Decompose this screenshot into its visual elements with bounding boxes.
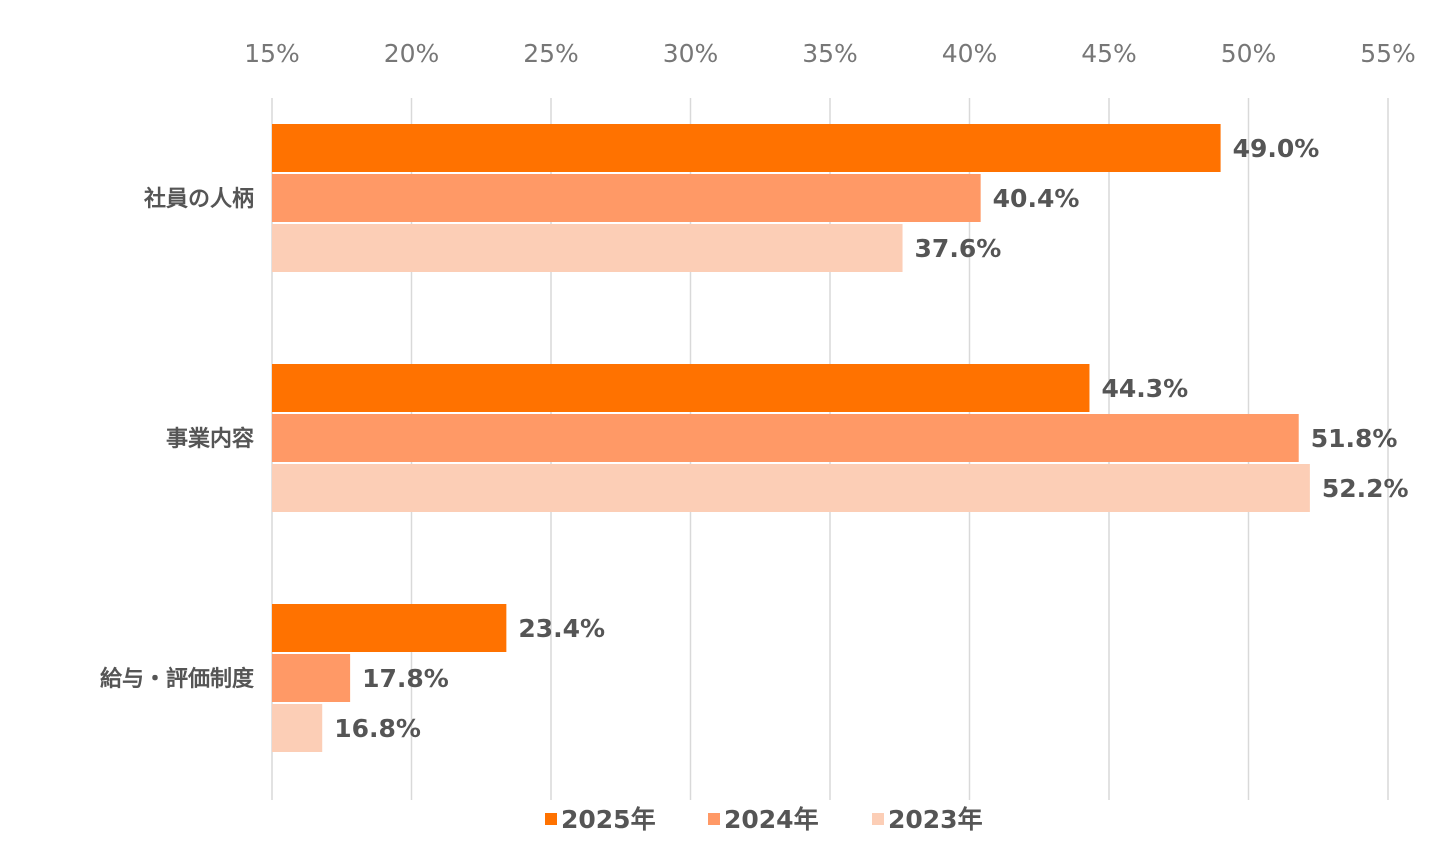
x-tick-label: 50% [1221,39,1277,68]
category-label: 社員の人柄 [144,186,254,212]
data-label: 23.4% [518,614,605,643]
data-labels: 49.0% 40.4% 37.6% 44.3% 51.8% 52.2% 23.4% 17.8%… [334,134,1408,743]
bar-2024年-社員の人柄 [272,174,981,222]
legend-swatch [708,813,720,825]
x-tick-label: 35% [802,39,858,68]
legend-swatch [545,813,557,825]
data-label: 40.4% [993,184,1080,213]
bar-2025年-給与・評価制度 [272,604,507,652]
x-tick-label: 40% [942,39,998,68]
data-label: 49.0% [1233,134,1320,163]
x-tick-label: 30% [663,39,719,68]
legend: 2025年 2024年 2023年 [545,805,983,834]
bar-2023年-給与・評価制度 [272,704,323,752]
data-label: 37.6% [915,234,1002,263]
data-label: 51.8% [1311,424,1398,453]
bars [272,124,1310,752]
bar-2025年-社員の人柄 [272,124,1221,172]
bar-2024年-事業内容 [272,414,1299,462]
x-tick-label: 55% [1360,39,1416,68]
bar-2023年-社員の人柄 [272,224,903,272]
category-label: 事業内容 [166,426,254,452]
x-axis-ticks: 15% 20% 25% 30% 35% 40% 45% 50% 55% [244,39,1416,68]
x-tick-label: 15% [244,39,300,68]
bar-2025年-事業内容 [272,364,1090,412]
legend-label: 2023年 [888,805,983,834]
bar-2024年-給与・評価制度 [272,654,351,702]
data-label: 44.3% [1101,374,1188,403]
data-label: 17.8% [362,664,449,693]
x-tick-label: 20% [384,39,440,68]
data-label: 16.8% [334,714,421,743]
data-label: 52.2% [1322,474,1409,503]
x-tick-label: 25% [523,39,579,68]
legend-label: 2024年 [724,805,819,834]
category-label: 給与・評価制度 [100,666,255,692]
x-tick-label: 45% [1081,39,1137,68]
legend-swatch [872,813,884,825]
legend-label: 2025年 [561,805,656,834]
bar-2023年-事業内容 [272,464,1310,512]
